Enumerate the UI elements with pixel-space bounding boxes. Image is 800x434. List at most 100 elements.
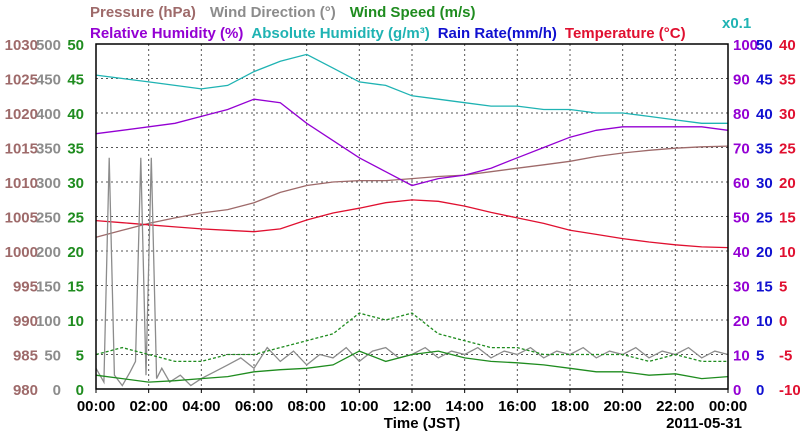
tick-label-relative-humidity: 50 <box>733 210 750 227</box>
tick-label-pressure: 1030 <box>5 37 38 54</box>
tick-label-pressure: 1005 <box>5 210 38 227</box>
series-wind-speed <box>95 350 729 383</box>
tick-label-temperature: 20 <box>779 175 796 192</box>
tick-label-pressure: 1015 <box>5 141 38 158</box>
tick-label-wind-speed: 35 <box>67 141 84 158</box>
tick-label-wind-speed: 5 <box>76 348 84 365</box>
x-tick-label: 08:00 <box>287 398 325 415</box>
tick-label-pressure: 985 <box>13 348 38 365</box>
tick-label-wind-direction: 450 <box>36 72 61 89</box>
series-relative-humidity <box>95 98 729 187</box>
x-tick-label: 18:00 <box>551 398 589 415</box>
tick-label-wind-direction: 150 <box>36 279 61 296</box>
tick-label-rain-rate: 10 <box>756 313 773 330</box>
x-tick-label: 22:00 <box>656 398 694 415</box>
tick-label-temperature: 30 <box>779 106 796 123</box>
tick-label-temperature: 10 <box>779 244 796 261</box>
tick-label-temperature: 0 <box>779 313 787 330</box>
tick-label-rain-rate: 35 <box>756 141 773 158</box>
legend-item: Temperature (°C) <box>565 25 686 42</box>
tick-label-wind-speed: 0 <box>76 382 84 399</box>
tick-label-relative-humidity: 70 <box>733 141 750 158</box>
tick-label-temperature: 40 <box>779 37 796 54</box>
tick-label-wind-speed: 45 <box>67 72 84 89</box>
tick-label-rain-rate: 45 <box>756 72 773 89</box>
tick-label-rain-rate: 40 <box>756 106 773 123</box>
legend-item: Absolute Humidity (g/m³) <box>251 25 429 42</box>
tick-label-relative-humidity: 90 <box>733 72 750 89</box>
abs-humidity-scale-label: x0.1 <box>722 15 751 32</box>
x-tick-label: 12:00 <box>393 398 431 415</box>
tick-label-wind-direction: 100 <box>36 313 61 330</box>
series-wind-speed-gust <box>95 312 728 363</box>
tick-label-temperature: 25 <box>779 141 796 158</box>
tick-label-rain-rate: 50 <box>756 37 773 54</box>
tick-label-pressure: 1000 <box>5 244 38 261</box>
tick-label-temperature: 15 <box>779 210 796 227</box>
series-temperature <box>95 199 729 249</box>
tick-label-relative-humidity: 10 <box>733 348 750 365</box>
axes-layer: 9809859909951000100510101015102010251030… <box>5 37 800 415</box>
tick-label-wind-speed: 20 <box>67 244 84 261</box>
x-tick-label: 10:00 <box>340 398 378 415</box>
legend-item: Wind Direction (°) <box>210 4 336 21</box>
legend-item: Wind Speed (m/s) <box>350 4 476 21</box>
grid <box>96 44 728 389</box>
series-pressure <box>95 145 729 238</box>
x-tick-label: 16:00 <box>498 398 536 415</box>
x-tick-label: 20:00 <box>603 398 641 415</box>
tick-label-relative-humidity: 30 <box>733 279 750 296</box>
series-layer <box>95 53 729 387</box>
legend: Pressure (hPa) Wind Direction (°) Wind Spe… <box>90 4 751 42</box>
tick-label-relative-humidity: 60 <box>733 175 750 192</box>
tick-label-rain-rate: 25 <box>756 210 773 227</box>
tick-label-wind-speed: 30 <box>67 175 84 192</box>
tick-label-wind-direction: 200 <box>36 244 61 261</box>
tick-label-pressure: 995 <box>13 279 38 296</box>
tick-label-wind-direction: 0 <box>53 382 61 399</box>
tick-label-pressure: 1020 <box>5 106 38 123</box>
x-tick-label: 06:00 <box>235 398 273 415</box>
tick-label-wind-direction: 400 <box>36 106 61 123</box>
tick-label-rain-rate: 0 <box>756 382 764 399</box>
legend-item: Pressure (hPa) <box>90 4 196 21</box>
x-tick-label: 00:00 <box>709 398 747 415</box>
tick-label-relative-humidity: 40 <box>733 244 750 261</box>
tick-label-temperature: -5 <box>779 348 792 365</box>
series-absolute-humidity <box>95 53 728 124</box>
date-label: 2011-05-31 <box>666 415 742 432</box>
tick-label-wind-speed: 25 <box>67 210 84 227</box>
tick-label-pressure: 1010 <box>5 175 38 192</box>
tick-label-rain-rate: 20 <box>756 244 773 261</box>
tick-label-relative-humidity: 100 <box>733 37 758 54</box>
tick-label-relative-humidity: 0 <box>733 382 741 399</box>
tick-label-wind-speed: 40 <box>67 106 84 123</box>
tick-label-temperature: 5 <box>779 279 787 296</box>
x-tick-label: 04:00 <box>182 398 220 415</box>
tick-label-pressure: 1025 <box>5 72 38 89</box>
x-axis-label: Time (JST) <box>384 415 460 432</box>
tick-label-wind-direction: 300 <box>36 175 61 192</box>
legend-item: Relative Humidity (%) <box>90 25 243 42</box>
tick-label-pressure: 980 <box>13 382 38 399</box>
tick-label-wind-direction: 250 <box>36 210 61 227</box>
tick-label-wind-direction: 50 <box>44 348 61 365</box>
tick-label-wind-direction: 350 <box>36 141 61 158</box>
series-wind-direction <box>95 157 729 387</box>
x-tick-label: 02:00 <box>129 398 167 415</box>
tick-label-relative-humidity: 80 <box>733 106 750 123</box>
tick-label-rain-rate: 30 <box>756 175 773 192</box>
tick-label-rain-rate: 5 <box>756 348 764 365</box>
tick-label-relative-humidity: 20 <box>733 313 750 330</box>
tick-label-rain-rate: 15 <box>756 279 773 296</box>
tick-label-temperature: -10 <box>779 382 800 399</box>
tick-label-wind-direction: 500 <box>36 37 61 54</box>
tick-label-wind-speed: 15 <box>67 279 84 296</box>
tick-label-wind-speed: 10 <box>67 313 84 330</box>
legend-item: Rain Rate(mm/h) <box>438 25 557 42</box>
x-tick-label: 00:00 <box>77 398 115 415</box>
tick-label-pressure: 990 <box>13 313 38 330</box>
x-tick-label: 14:00 <box>445 398 483 415</box>
tick-label-temperature: 35 <box>779 72 796 89</box>
